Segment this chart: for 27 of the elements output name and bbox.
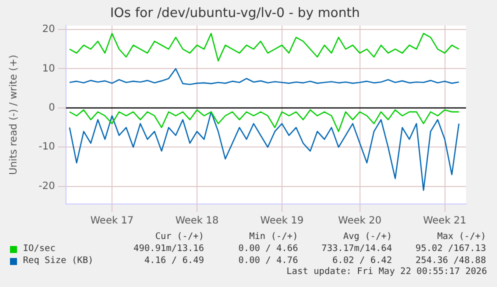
y-tick-label: 0	[48, 102, 55, 114]
x-tick-label: Week 19	[260, 216, 304, 227]
text: 0.00 / 4.66	[237, 243, 298, 255]
y-tick-label: 10	[42, 63, 55, 74]
text: 4.16 / 6.49	[143, 255, 204, 267]
y-axis-title: Units read (-) / write (+)	[8, 54, 20, 175]
legend-label: Req Size (KB)	[23, 255, 94, 267]
text: Min (-/+)	[248, 231, 298, 243]
y-tick-label: 20	[42, 24, 55, 36]
x-tick-label: Week 20	[338, 216, 382, 227]
text: Avg (-/+)	[342, 231, 392, 243]
text: Max (-/+)	[436, 231, 486, 243]
text: Cur (-/+)	[154, 231, 204, 243]
chart-title: IOs for /dev/ubuntu-vg/lv-0 - by month	[110, 6, 360, 22]
text: 6.02 / 6.42	[331, 255, 392, 267]
text: 95.02 /167.13	[414, 243, 486, 255]
y-tick-label: -10	[38, 142, 55, 153]
y-tick-label: -20	[38, 180, 55, 192]
text: 490.91m/13.16	[132, 243, 204, 255]
text: Last update: Fri May 22 00:55:17 2026	[286, 267, 487, 277]
legend-label: IO/sec	[23, 243, 56, 255]
text: 254.36 /48.88	[414, 255, 486, 267]
text: 733.17m/14.64	[320, 243, 392, 255]
text: 0.00 / 4.76	[237, 255, 298, 267]
x-tick-label: Week 21	[423, 216, 466, 227]
x-tick-label: Week 18	[175, 216, 219, 227]
x-tick-label: Week 17	[90, 216, 134, 227]
